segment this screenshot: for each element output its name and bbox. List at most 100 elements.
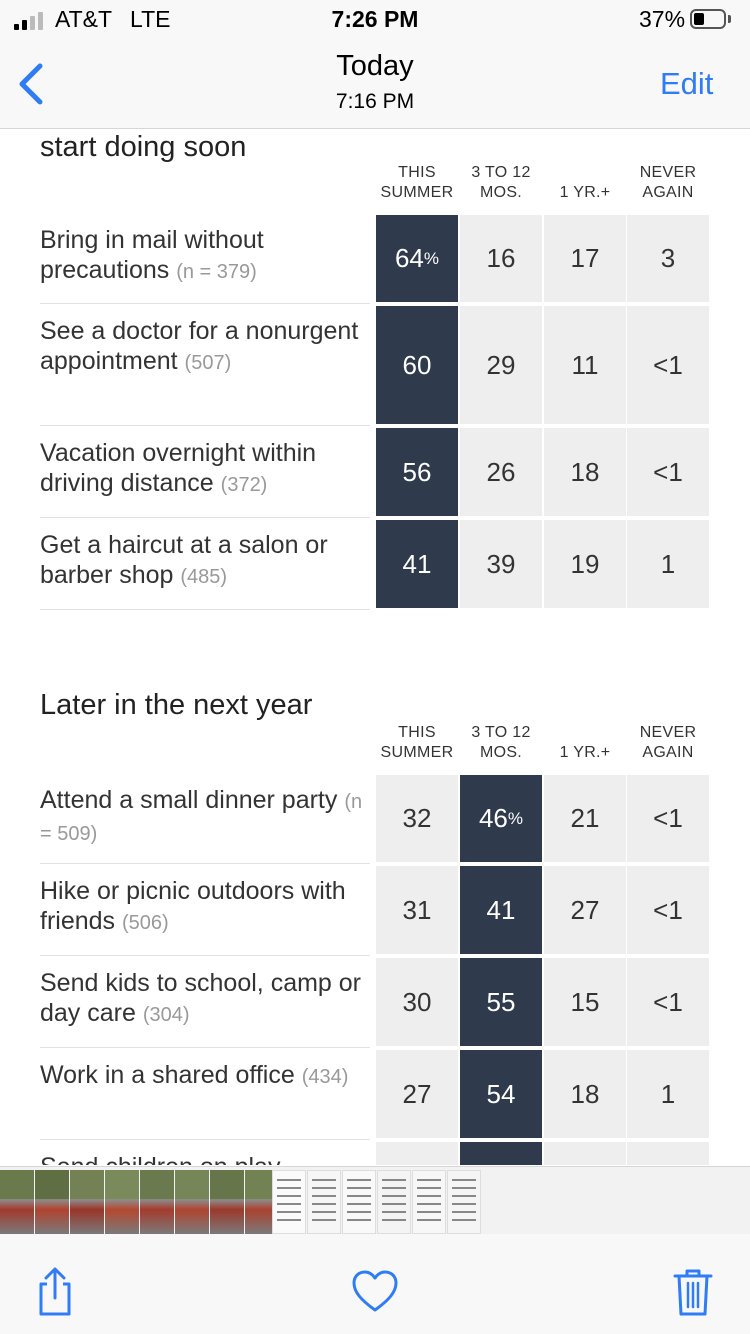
- table-row-label: Send kids to school, camp or day care (3…: [40, 958, 370, 1048]
- section-title: start doing soon: [40, 131, 247, 163]
- screenshot-thumbnail[interactable]: [342, 1170, 376, 1234]
- table-cell: 26: [460, 428, 542, 516]
- trash-icon: [673, 1269, 713, 1316]
- nav-subtitle: 7:16 PM: [335, 90, 415, 113]
- sample-size: (485): [180, 566, 228, 588]
- thumbnail-strip[interactable]: [0, 1166, 750, 1235]
- screenshot-thumbnail[interactable]: [307, 1170, 341, 1234]
- table-row-label: Work in a shared office (434): [40, 1050, 370, 1140]
- sample-size: (372): [220, 474, 268, 496]
- table-cell: 18: [544, 1050, 626, 1138]
- table-row-label: Bring in mail without precautions (n = 3…: [40, 215, 370, 304]
- battery-percent: 37%: [639, 6, 686, 32]
- table-cell: [627, 1142, 709, 1165]
- table-cell: 15: [544, 958, 626, 1046]
- screenshot-thumbnail[interactable]: [272, 1170, 306, 1234]
- photo-thumbnail[interactable]: [175, 1170, 209, 1234]
- table-cell: 46%: [460, 775, 542, 862]
- table-cell: 32: [376, 775, 458, 862]
- table-cell: 56: [376, 428, 458, 516]
- nav-title: Today: [336, 50, 414, 82]
- sample-size: (n = 379): [176, 261, 257, 283]
- table-row-label: Vacation overnight within driving distan…: [40, 428, 370, 518]
- table-row-label: Attend a small dinner party (n = 509): [40, 775, 370, 864]
- table-row-label: See a doctor for a nonurgent appointment…: [40, 306, 370, 426]
- column-header: THIS SUMMER: [380, 164, 454, 201]
- table-cell: 27: [544, 866, 626, 954]
- table-cell: <1: [627, 428, 709, 516]
- table-cell: <1: [627, 775, 709, 862]
- table-cell: 39: [460, 520, 542, 608]
- table-cell: 18: [544, 428, 626, 516]
- sample-size: (507): [184, 352, 232, 374]
- bottom-toolbar: [0, 1234, 750, 1334]
- table-cell: 64%: [376, 215, 458, 302]
- section-title: Later in the next year: [40, 689, 313, 721]
- nav-bar: Today 7:16 PM Edit: [0, 44, 750, 129]
- table-cell: 41: [376, 520, 458, 608]
- table-cell: 41: [460, 866, 542, 954]
- sample-size: (434): [301, 1066, 349, 1088]
- table-cell: <1: [627, 958, 709, 1046]
- table-cell: 1: [627, 520, 709, 608]
- table-cell: 1: [627, 1050, 709, 1138]
- column-header: 3 TO 12 MOS.: [471, 164, 531, 201]
- photo-thumbnail[interactable]: [210, 1170, 244, 1234]
- table-cell: 16: [460, 215, 542, 302]
- table-cell: 60: [376, 306, 458, 424]
- column-header: NEVER AGAIN: [639, 724, 697, 761]
- share-icon: [39, 1267, 71, 1316]
- table-cell: 29: [460, 306, 542, 424]
- table-row-label: Hike or picnic outdoors with friends (50…: [40, 866, 370, 956]
- sample-size: (506): [121, 912, 169, 934]
- back-button[interactable]: [12, 60, 56, 110]
- share-button[interactable]: [25, 1262, 85, 1322]
- carrier-label: AT&T: [55, 6, 113, 32]
- table-cell: 30: [376, 958, 458, 1046]
- column-header: 1 YR.+: [559, 184, 611, 201]
- table-cell: 27: [376, 1050, 458, 1138]
- clock: 7:26 PM: [331, 6, 419, 32]
- screenshot-thumbnail[interactable]: [412, 1170, 446, 1234]
- signal-icon: [14, 12, 48, 30]
- table-cell: <1: [627, 866, 709, 954]
- sample-size: (304): [142, 1004, 190, 1026]
- table-cell: [460, 1142, 542, 1165]
- table-cell: 3: [627, 215, 709, 302]
- photo-thumbnail[interactable]: [0, 1170, 34, 1234]
- table-cell: 19: [544, 520, 626, 608]
- photo-thumbnail[interactable]: [70, 1170, 104, 1234]
- column-header: 3 TO 12 MOS.: [471, 724, 531, 761]
- sample-size: (n = 509): [40, 791, 363, 845]
- chevron-left-icon: [19, 63, 43, 105]
- photo-thumbnail[interactable]: [105, 1170, 139, 1234]
- photo-thumbnail[interactable]: [35, 1170, 69, 1234]
- delete-button[interactable]: [663, 1262, 723, 1322]
- column-header: THIS SUMMER: [380, 724, 454, 761]
- column-header: NEVER AGAIN: [639, 164, 697, 201]
- table-cell: <1: [627, 306, 709, 424]
- edit-button[interactable]: Edit: [660, 66, 714, 101]
- heart-icon: [352, 1270, 398, 1312]
- table-cell: 17: [544, 215, 626, 302]
- table-cell: 54: [460, 1050, 542, 1138]
- screenshot-thumbnail[interactable]: [447, 1170, 481, 1234]
- network-label: LTE: [130, 6, 171, 32]
- table-row-label: Send children on play: [40, 1142, 370, 1165]
- table-cell: 55: [460, 958, 542, 1046]
- photo-thumbnail[interactable]: [140, 1170, 174, 1234]
- battery-icon: [690, 9, 732, 31]
- table-cell: 31: [376, 866, 458, 954]
- screenshot-thumbnail[interactable]: [377, 1170, 411, 1234]
- table-row-label: Get a haircut at a salon or barber shop …: [40, 520, 370, 610]
- column-header: 1 YR.+: [559, 744, 611, 761]
- status-bar: AT&T LTE 7:26 PM 37%: [0, 0, 750, 44]
- table-section: start doing soon THIS SUMMER 3 TO 12 MOS. 1 …: [0, 129, 750, 649]
- table-cell: 11: [544, 306, 626, 424]
- table-cell: [376, 1142, 458, 1165]
- table-section: Later in the next year THIS SUMMER 3 TO 12 M…: [0, 689, 750, 1165]
- table-cell: 21: [544, 775, 626, 862]
- photo-content: start doing soon THIS SUMMER 3 TO 12 MOS. 1 …: [0, 129, 750, 1165]
- table-cell: [544, 1142, 626, 1165]
- favorite-button[interactable]: [345, 1262, 405, 1322]
